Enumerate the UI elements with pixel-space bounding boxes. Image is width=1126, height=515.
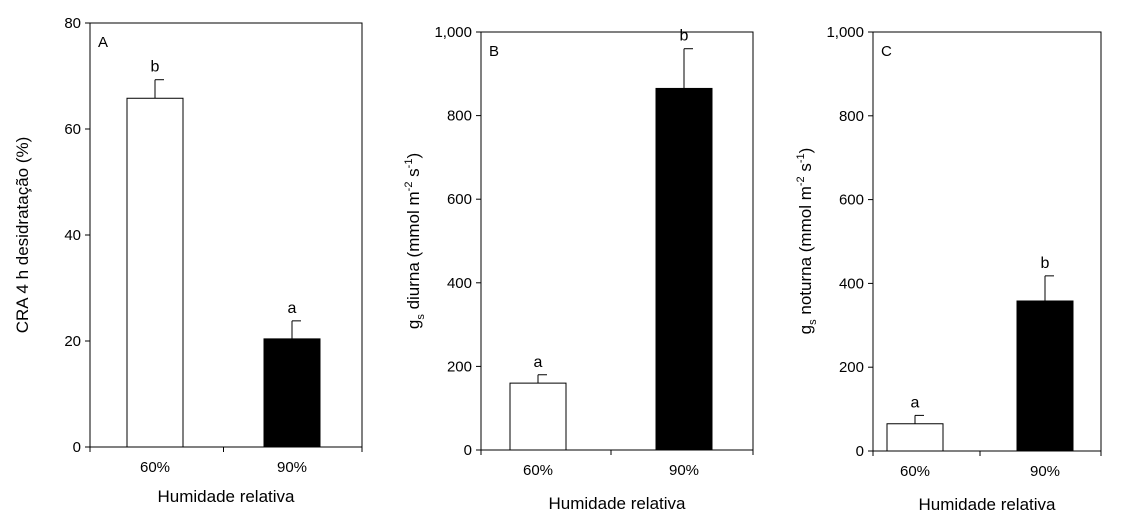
bars: ba — [126, 59, 321, 448]
y-tick-label: 400 — [839, 275, 864, 292]
bar-90-pct — [263, 338, 321, 448]
y-axis: 0 20 40 60 80 — [64, 15, 90, 456]
significance-letter: b — [680, 28, 689, 45]
y-tick-label: 1,000 — [434, 24, 472, 41]
ylabel-g: g — [796, 325, 815, 334]
y-tick-label: 600 — [839, 192, 864, 209]
bar-90-pct — [655, 87, 713, 451]
plot-frame — [480, 31, 754, 451]
significance-letter: a — [911, 394, 920, 411]
bars: ab — [886, 255, 1074, 452]
y-tick-label: 40 — [64, 227, 81, 244]
panel-letter: B — [489, 43, 499, 60]
y-tick-label: 800 — [447, 108, 472, 125]
ylabel-text: diurna (mmol m — [404, 191, 423, 314]
ylabel-close: ) — [796, 148, 815, 154]
significance-letter: b — [1041, 255, 1050, 272]
significance-letter: b — [151, 59, 160, 76]
bars: ab — [509, 28, 713, 451]
ylabel-s: s — [796, 163, 815, 176]
y-axis-label: gs noturna (mmol m-2 s-1) — [795, 148, 819, 335]
y-tick-label: 0 — [856, 443, 864, 460]
y-axis: 0 200 400 600 800 1,000 — [826, 24, 873, 460]
x-axis-label: Humidade relativa — [548, 494, 686, 513]
y-tick-label: 1,000 — [826, 24, 864, 41]
y-axis-label: gs diurna (mmol m-2 s-1) — [403, 153, 427, 329]
ylabel-sup: -2 — [795, 176, 807, 186]
y-axis: 0 200 400 600 800 1,000 — [434, 24, 481, 459]
y-tick-label: 200 — [839, 359, 864, 376]
x-axis: 60% 90% — [480, 450, 754, 479]
y-tick-label: 0 — [73, 439, 81, 456]
ylabel-s: s — [404, 168, 423, 181]
y-tick-label: 60 — [64, 121, 81, 138]
x-tick-label: 90% — [277, 459, 307, 476]
x-axis-label: Humidade relativa — [918, 495, 1056, 514]
significance-letter: a — [534, 354, 543, 371]
ylabel-sub: s — [807, 319, 819, 325]
ylabel-sub: s — [415, 314, 427, 320]
y-tick-label: 200 — [447, 358, 472, 375]
x-axis: 60% 90% — [89, 447, 363, 476]
significance-letter: a — [288, 300, 297, 317]
y-tick-label: 80 — [64, 15, 81, 32]
ylabel-text: noturna (mmol m — [796, 186, 815, 319]
bar-60-pct — [886, 423, 944, 452]
panel-letter: A — [98, 34, 108, 51]
x-tick-label: 90% — [669, 462, 699, 479]
x-axis-label: Humidade relativa — [157, 487, 295, 506]
x-tick-label: 90% — [1030, 463, 1060, 480]
y-axis-label: CRA 4 h desidratação (%) — [13, 137, 32, 334]
bar-60-pct — [509, 382, 567, 451]
ylabel-sup: -1 — [795, 153, 807, 163]
y-tick-label: 800 — [839, 108, 864, 125]
ylabel-sup: -2 — [403, 182, 415, 192]
x-tick-label: 60% — [523, 462, 553, 479]
x-tick-label: 60% — [140, 459, 170, 476]
y-tick-label: 0 — [464, 442, 472, 459]
ylabel-sup: -1 — [403, 159, 415, 169]
x-axis: 60% 90% — [872, 451, 1102, 480]
y-tick-label: 400 — [447, 275, 472, 292]
x-tick-label: 60% — [900, 463, 930, 480]
y-tick-label: 600 — [447, 191, 472, 208]
plot-frame — [872, 31, 1102, 452]
bar-60-pct — [126, 97, 184, 448]
y-tick-label: 20 — [64, 333, 81, 350]
panel-letter: C — [881, 43, 892, 60]
ylabel-g: g — [404, 320, 423, 329]
bar-90-pct — [1016, 300, 1074, 452]
ylabel-close: ) — [404, 153, 423, 159]
